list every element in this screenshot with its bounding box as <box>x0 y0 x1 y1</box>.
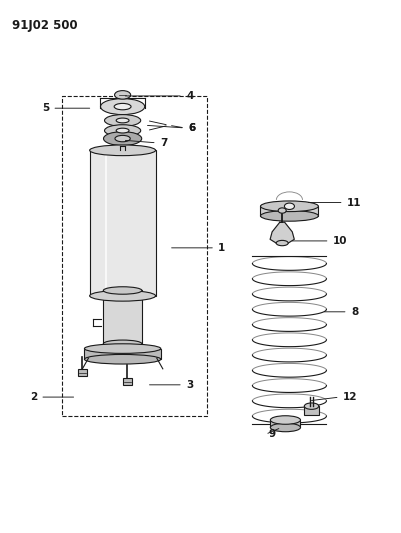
Bar <box>304 406 318 415</box>
Text: 91J02 500: 91J02 500 <box>12 19 77 31</box>
Text: 8: 8 <box>350 307 357 317</box>
Bar <box>122 378 132 385</box>
Ellipse shape <box>114 91 130 99</box>
Polygon shape <box>269 222 294 243</box>
Ellipse shape <box>269 423 300 432</box>
Ellipse shape <box>114 103 131 110</box>
Ellipse shape <box>89 290 155 301</box>
Text: 2: 2 <box>30 392 37 402</box>
Ellipse shape <box>103 340 142 348</box>
Text: 3: 3 <box>186 380 193 390</box>
Bar <box>260 206 318 216</box>
Ellipse shape <box>260 201 318 212</box>
Text: 10: 10 <box>332 236 346 246</box>
Text: 1: 1 <box>218 243 225 253</box>
Bar <box>269 420 300 427</box>
Ellipse shape <box>116 118 129 123</box>
Ellipse shape <box>84 344 160 353</box>
Text: 7: 7 <box>160 138 167 148</box>
Bar <box>77 369 87 376</box>
Text: 11: 11 <box>346 198 360 207</box>
Bar <box>89 150 155 296</box>
Text: 12: 12 <box>342 392 356 402</box>
Ellipse shape <box>260 211 318 221</box>
Bar <box>62 96 207 416</box>
Ellipse shape <box>104 125 140 136</box>
Ellipse shape <box>103 287 142 294</box>
Bar <box>103 290 142 344</box>
Ellipse shape <box>269 416 300 424</box>
Ellipse shape <box>115 135 130 142</box>
Text: 4: 4 <box>186 91 193 101</box>
Text: 6: 6 <box>188 123 195 133</box>
Bar <box>84 349 160 359</box>
Ellipse shape <box>100 99 144 115</box>
Ellipse shape <box>84 354 160 364</box>
Text: 6: 6 <box>188 123 195 133</box>
Ellipse shape <box>103 132 142 146</box>
Text: 5: 5 <box>42 103 49 113</box>
Ellipse shape <box>275 240 288 246</box>
Text: 9: 9 <box>268 430 275 439</box>
Ellipse shape <box>304 403 318 409</box>
Ellipse shape <box>89 145 155 156</box>
Ellipse shape <box>277 208 286 213</box>
Ellipse shape <box>284 203 294 209</box>
Ellipse shape <box>116 128 129 133</box>
Ellipse shape <box>104 115 140 126</box>
